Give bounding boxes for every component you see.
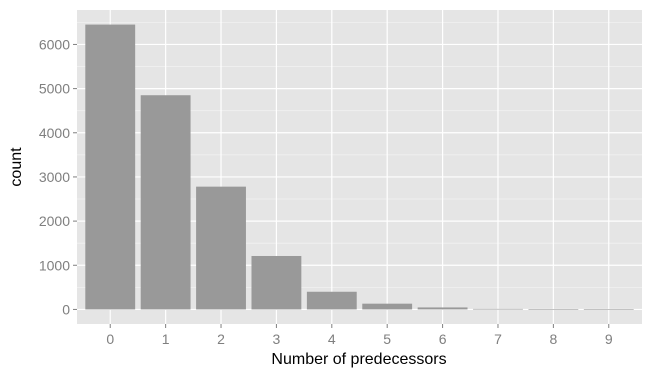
y-tick-label: 0: [62, 301, 70, 317]
bar-2: [196, 186, 246, 310]
x-tick-label: 7: [494, 331, 502, 347]
bar-0: [85, 24, 136, 310]
x-tick-label: 8: [549, 331, 557, 347]
y-axis-ticks: 0 1000 2000 3000 4000 5000 6000: [39, 36, 77, 317]
bar-9: [583, 309, 634, 310]
x-tick-label: 6: [439, 331, 447, 347]
bar-4: [306, 291, 357, 310]
x-tick-label: 0: [106, 331, 114, 347]
x-tick-label: 2: [217, 331, 225, 347]
y-tick-label: 1000: [39, 257, 70, 273]
y-tick-label: 4000: [39, 125, 70, 141]
y-axis-title: count: [8, 147, 25, 187]
bar-6: [417, 307, 468, 310]
bar-7: [473, 308, 523, 310]
y-tick-label: 6000: [39, 36, 70, 52]
y-tick-label: 2000: [39, 213, 70, 229]
bar-5: [362, 303, 413, 310]
x-tick-label: 1: [162, 331, 170, 347]
x-axis-title: Number of predecessors: [271, 351, 446, 368]
bar-3: [251, 255, 302, 310]
y-tick-label: 5000: [39, 81, 70, 97]
bars: [85, 24, 634, 310]
y-tick-label: 3000: [39, 169, 70, 185]
x-tick-label: 3: [273, 331, 281, 347]
bar-8: [528, 309, 579, 310]
x-tick-label: 5: [383, 331, 391, 347]
x-tick-label: 4: [328, 331, 336, 347]
x-axis-ticks: 0 1 2 3 4 5 6 7 8 9: [106, 324, 613, 347]
bar-1: [140, 95, 191, 310]
x-tick-label: 9: [605, 331, 613, 347]
